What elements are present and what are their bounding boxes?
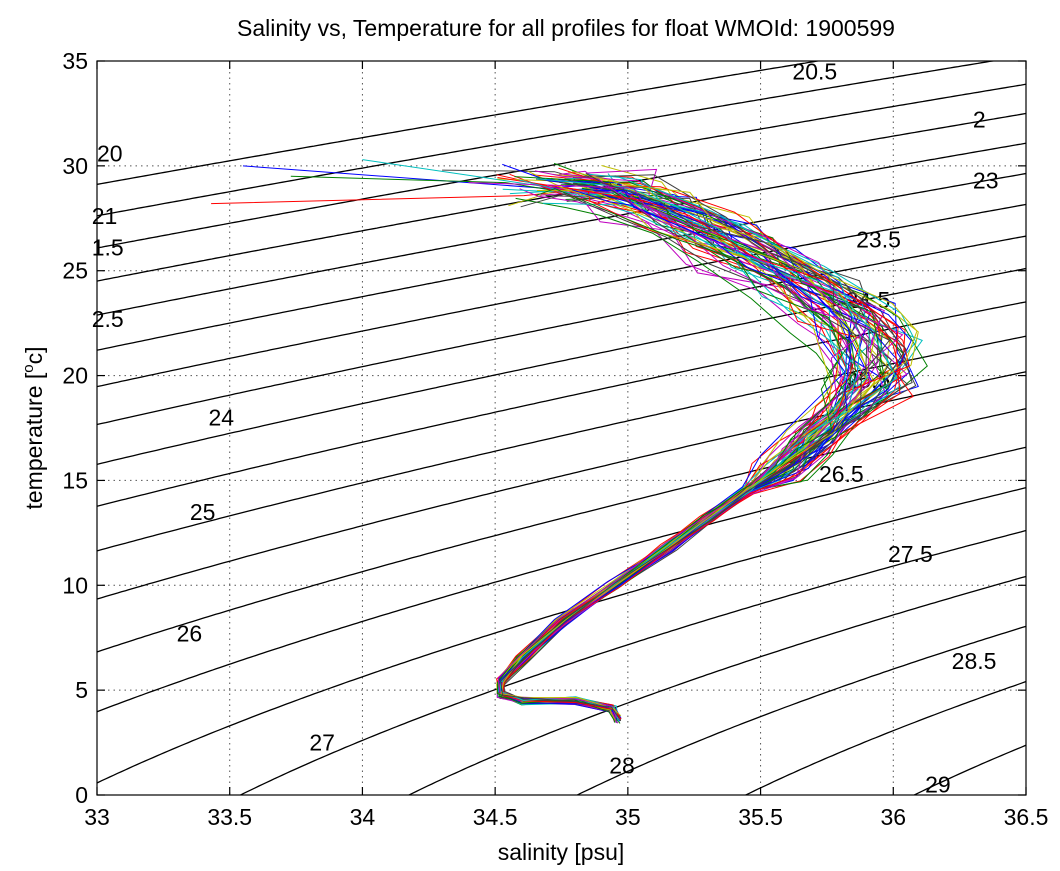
isopycnal-line xyxy=(97,487,1026,784)
y-axis-label: temperature [oc] xyxy=(20,346,47,509)
isopycnal-label: 26 xyxy=(177,621,203,647)
isopycnal-label: 20 xyxy=(97,140,123,166)
isopycnal-line xyxy=(97,172,1026,351)
y-tick-label: 20 xyxy=(62,363,88,389)
isopycnal-label: 28 xyxy=(609,753,635,779)
isopycnal-label: 20.5 xyxy=(792,58,837,84)
isopycnal-label: 21 xyxy=(92,203,118,229)
isopycnal-line xyxy=(97,203,1026,388)
x-axis-label: salinity [psu] xyxy=(498,839,625,865)
isopycnal-line xyxy=(97,267,1026,465)
x-tick-label: 33.5 xyxy=(207,804,252,830)
profile-line xyxy=(500,172,891,718)
isopycnal-line xyxy=(97,112,1026,282)
isopycnal-label: 23.5 xyxy=(856,226,901,252)
y-axis-label-main: temperature [ xyxy=(21,372,47,509)
y-axis-label-superscript: o xyxy=(20,364,37,372)
isopycnal-label: 27 xyxy=(309,730,335,756)
isopycnal-label: 29 xyxy=(925,772,951,798)
x-tick-label: 34.5 xyxy=(473,804,518,830)
isopycnal-line xyxy=(97,446,1026,713)
chart-title: Salinity vs, Temperature for all profile… xyxy=(237,15,895,41)
x-tick-label: 33 xyxy=(84,804,110,830)
y-tick-label: 30 xyxy=(62,153,88,179)
x-tick-label: 34 xyxy=(350,804,376,830)
isopycnal-line xyxy=(407,575,1026,795)
profile-line xyxy=(498,178,883,718)
isopycnal-label: 26.5 xyxy=(819,461,864,487)
x-tick-label: 36 xyxy=(880,804,906,830)
profile-line xyxy=(500,170,918,717)
isopycnal-line xyxy=(97,61,822,186)
isopycnal-label: 27.5 xyxy=(888,541,933,567)
x-tick-label: 35.5 xyxy=(738,804,783,830)
x-tick-label: 36.5 xyxy=(1004,804,1049,830)
isopycnal-line xyxy=(575,625,1026,795)
isopycnal-label: 28.5 xyxy=(952,648,997,674)
density-contours xyxy=(97,61,1026,795)
profile-line xyxy=(502,187,901,720)
isopycnal-label: 23 xyxy=(973,168,999,194)
isopycnal-line xyxy=(97,142,1026,316)
y-tick-label: 35 xyxy=(62,48,88,74)
isopycnal-line xyxy=(912,744,1026,795)
y-tick-label: 0 xyxy=(75,782,88,808)
y-tick-label: 25 xyxy=(62,258,88,284)
isopycnal-line xyxy=(239,529,1026,795)
profile-line xyxy=(499,173,898,718)
y-tick-label: 10 xyxy=(62,572,88,598)
axis-ticks: 33 33.5 34 34.5 35 35.5 36 36.5 0 5 10 15 20 25 30 35 xyxy=(62,48,1048,830)
isopycnal-line xyxy=(97,61,997,217)
y-tick-label: 15 xyxy=(62,467,88,493)
plot-area xyxy=(97,61,1026,795)
y-tick-label: 5 xyxy=(75,677,88,703)
isopycnal-label: 2 xyxy=(973,107,986,133)
isopycnal-line xyxy=(744,680,1026,795)
x-tick-label: 35 xyxy=(615,804,641,830)
profile-line xyxy=(496,188,843,721)
isopycnal-label: 25 xyxy=(190,499,216,525)
isopycnal-line xyxy=(97,408,1026,653)
float-profiles xyxy=(211,159,928,724)
plot-frame xyxy=(96,60,1027,796)
isopycnal-line xyxy=(97,235,1026,426)
y-axis-label-tail: c] xyxy=(21,346,47,364)
isopycnal-line xyxy=(97,83,1026,249)
isopycnal-label: 24 xyxy=(208,405,234,431)
